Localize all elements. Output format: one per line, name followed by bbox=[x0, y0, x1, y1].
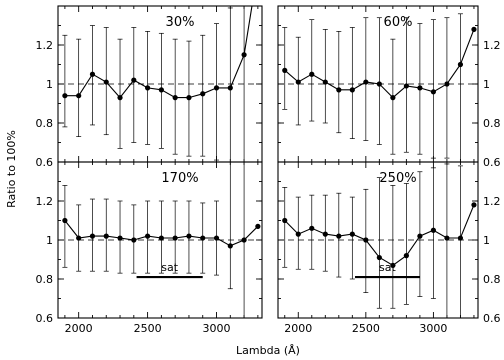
data-point bbox=[158, 235, 164, 241]
data-point bbox=[117, 235, 123, 241]
data-point bbox=[457, 235, 464, 241]
panel-label: 170% bbox=[161, 171, 198, 186]
data-point bbox=[444, 235, 450, 241]
data-point bbox=[322, 231, 328, 237]
data-point bbox=[282, 67, 288, 73]
data-point bbox=[390, 95, 396, 101]
data-point bbox=[471, 26, 477, 32]
data-point bbox=[62, 217, 68, 224]
data-point bbox=[117, 95, 123, 101]
y-tick-label: 1.2 bbox=[36, 39, 54, 52]
data-point bbox=[403, 253, 409, 259]
x-tick-label: 2500 bbox=[134, 322, 162, 335]
data-point bbox=[444, 81, 450, 87]
sat-label: sat bbox=[161, 261, 178, 274]
y-tick-label: 0.6 bbox=[483, 312, 501, 325]
panel-30-percent: 0.6 0.8 1 1.2 30% bbox=[36, 5, 263, 169]
data-point bbox=[471, 202, 477, 208]
data-point bbox=[457, 61, 464, 68]
data-point bbox=[144, 233, 151, 239]
data-point bbox=[417, 85, 423, 91]
y-tick-label: 1.2 bbox=[483, 39, 501, 52]
data-point bbox=[309, 225, 315, 231]
data-point bbox=[62, 93, 68, 99]
data-point bbox=[430, 227, 437, 233]
y-axis-title: Ratio to 100% bbox=[5, 130, 18, 208]
data-point bbox=[282, 217, 288, 224]
data-point bbox=[390, 262, 396, 268]
panel-250-percent: 0.6 0.8 1 1.2 2000 2500 3000 sat 250% bbox=[277, 161, 501, 335]
panel-label: 30% bbox=[166, 15, 195, 30]
x-tick-label: 2000 bbox=[284, 322, 312, 335]
data-point bbox=[76, 235, 82, 241]
data-point bbox=[103, 79, 109, 85]
data-point bbox=[336, 233, 342, 239]
y-tick-label: 0.6 bbox=[36, 312, 54, 325]
data-point bbox=[349, 87, 355, 93]
x-tick-label: 2500 bbox=[352, 322, 380, 335]
data-point bbox=[76, 93, 82, 99]
data-point bbox=[322, 79, 328, 85]
data-point bbox=[403, 83, 409, 89]
y-tick-label: 0.6 bbox=[36, 156, 54, 169]
series-line bbox=[64, 6, 253, 99]
data-point bbox=[255, 223, 261, 229]
data-point bbox=[363, 237, 369, 243]
data-point bbox=[295, 231, 301, 237]
sat-label: sat bbox=[379, 261, 396, 274]
data-point bbox=[213, 235, 220, 241]
data-point bbox=[172, 95, 178, 101]
y-tick-label: 1 bbox=[483, 78, 490, 91]
data-point bbox=[213, 85, 220, 91]
data-point bbox=[241, 237, 247, 243]
data-point bbox=[144, 85, 151, 91]
data-point bbox=[158, 87, 164, 93]
data-point bbox=[131, 77, 137, 83]
y-tick-label: 1.2 bbox=[36, 195, 54, 208]
y-tick-label: 0.8 bbox=[36, 117, 54, 130]
data-point bbox=[103, 233, 109, 239]
data-point bbox=[227, 85, 233, 91]
data-point bbox=[363, 79, 369, 85]
y-tick-label: 0.6 bbox=[483, 156, 501, 169]
data-point bbox=[241, 52, 247, 58]
data-point bbox=[200, 235, 206, 241]
y-tick-label: 1 bbox=[46, 234, 53, 247]
data-point bbox=[172, 235, 178, 241]
data-point bbox=[200, 91, 206, 97]
data-point bbox=[227, 243, 233, 249]
data-point bbox=[349, 231, 355, 237]
panel-60-percent: 0.6 0.8 1 1.2 60% bbox=[277, 5, 501, 169]
x-tick-label: 2000 bbox=[65, 322, 93, 335]
panel-170-percent: 0.6 0.8 1 1.2 2000 2500 3000 sat 170% bbox=[36, 161, 263, 335]
x-axis-title: Lambda (Å) bbox=[236, 344, 300, 357]
data-point bbox=[336, 87, 342, 93]
data-point bbox=[186, 95, 192, 101]
y-tick-label: 0.8 bbox=[36, 273, 54, 286]
y-tick-label: 1.2 bbox=[483, 195, 501, 208]
data-point bbox=[376, 81, 382, 87]
panel-label: 60% bbox=[384, 15, 413, 30]
x-tick-label: 3000 bbox=[203, 322, 231, 335]
y-tick-label: 0.8 bbox=[483, 273, 501, 286]
data-point bbox=[186, 233, 192, 239]
x-tick-label: 3000 bbox=[419, 322, 447, 335]
data-point bbox=[417, 233, 423, 239]
data-point bbox=[131, 237, 137, 243]
data-point bbox=[309, 71, 315, 77]
y-tick-label: 1 bbox=[483, 234, 490, 247]
data-point bbox=[430, 89, 437, 95]
data-point bbox=[295, 79, 301, 85]
y-tick-label: 1 bbox=[46, 78, 53, 91]
data-point bbox=[89, 71, 96, 77]
data-point bbox=[89, 233, 96, 239]
data-point bbox=[376, 254, 382, 261]
y-tick-label: 0.8 bbox=[483, 117, 501, 130]
panel-label: 250% bbox=[379, 171, 416, 186]
